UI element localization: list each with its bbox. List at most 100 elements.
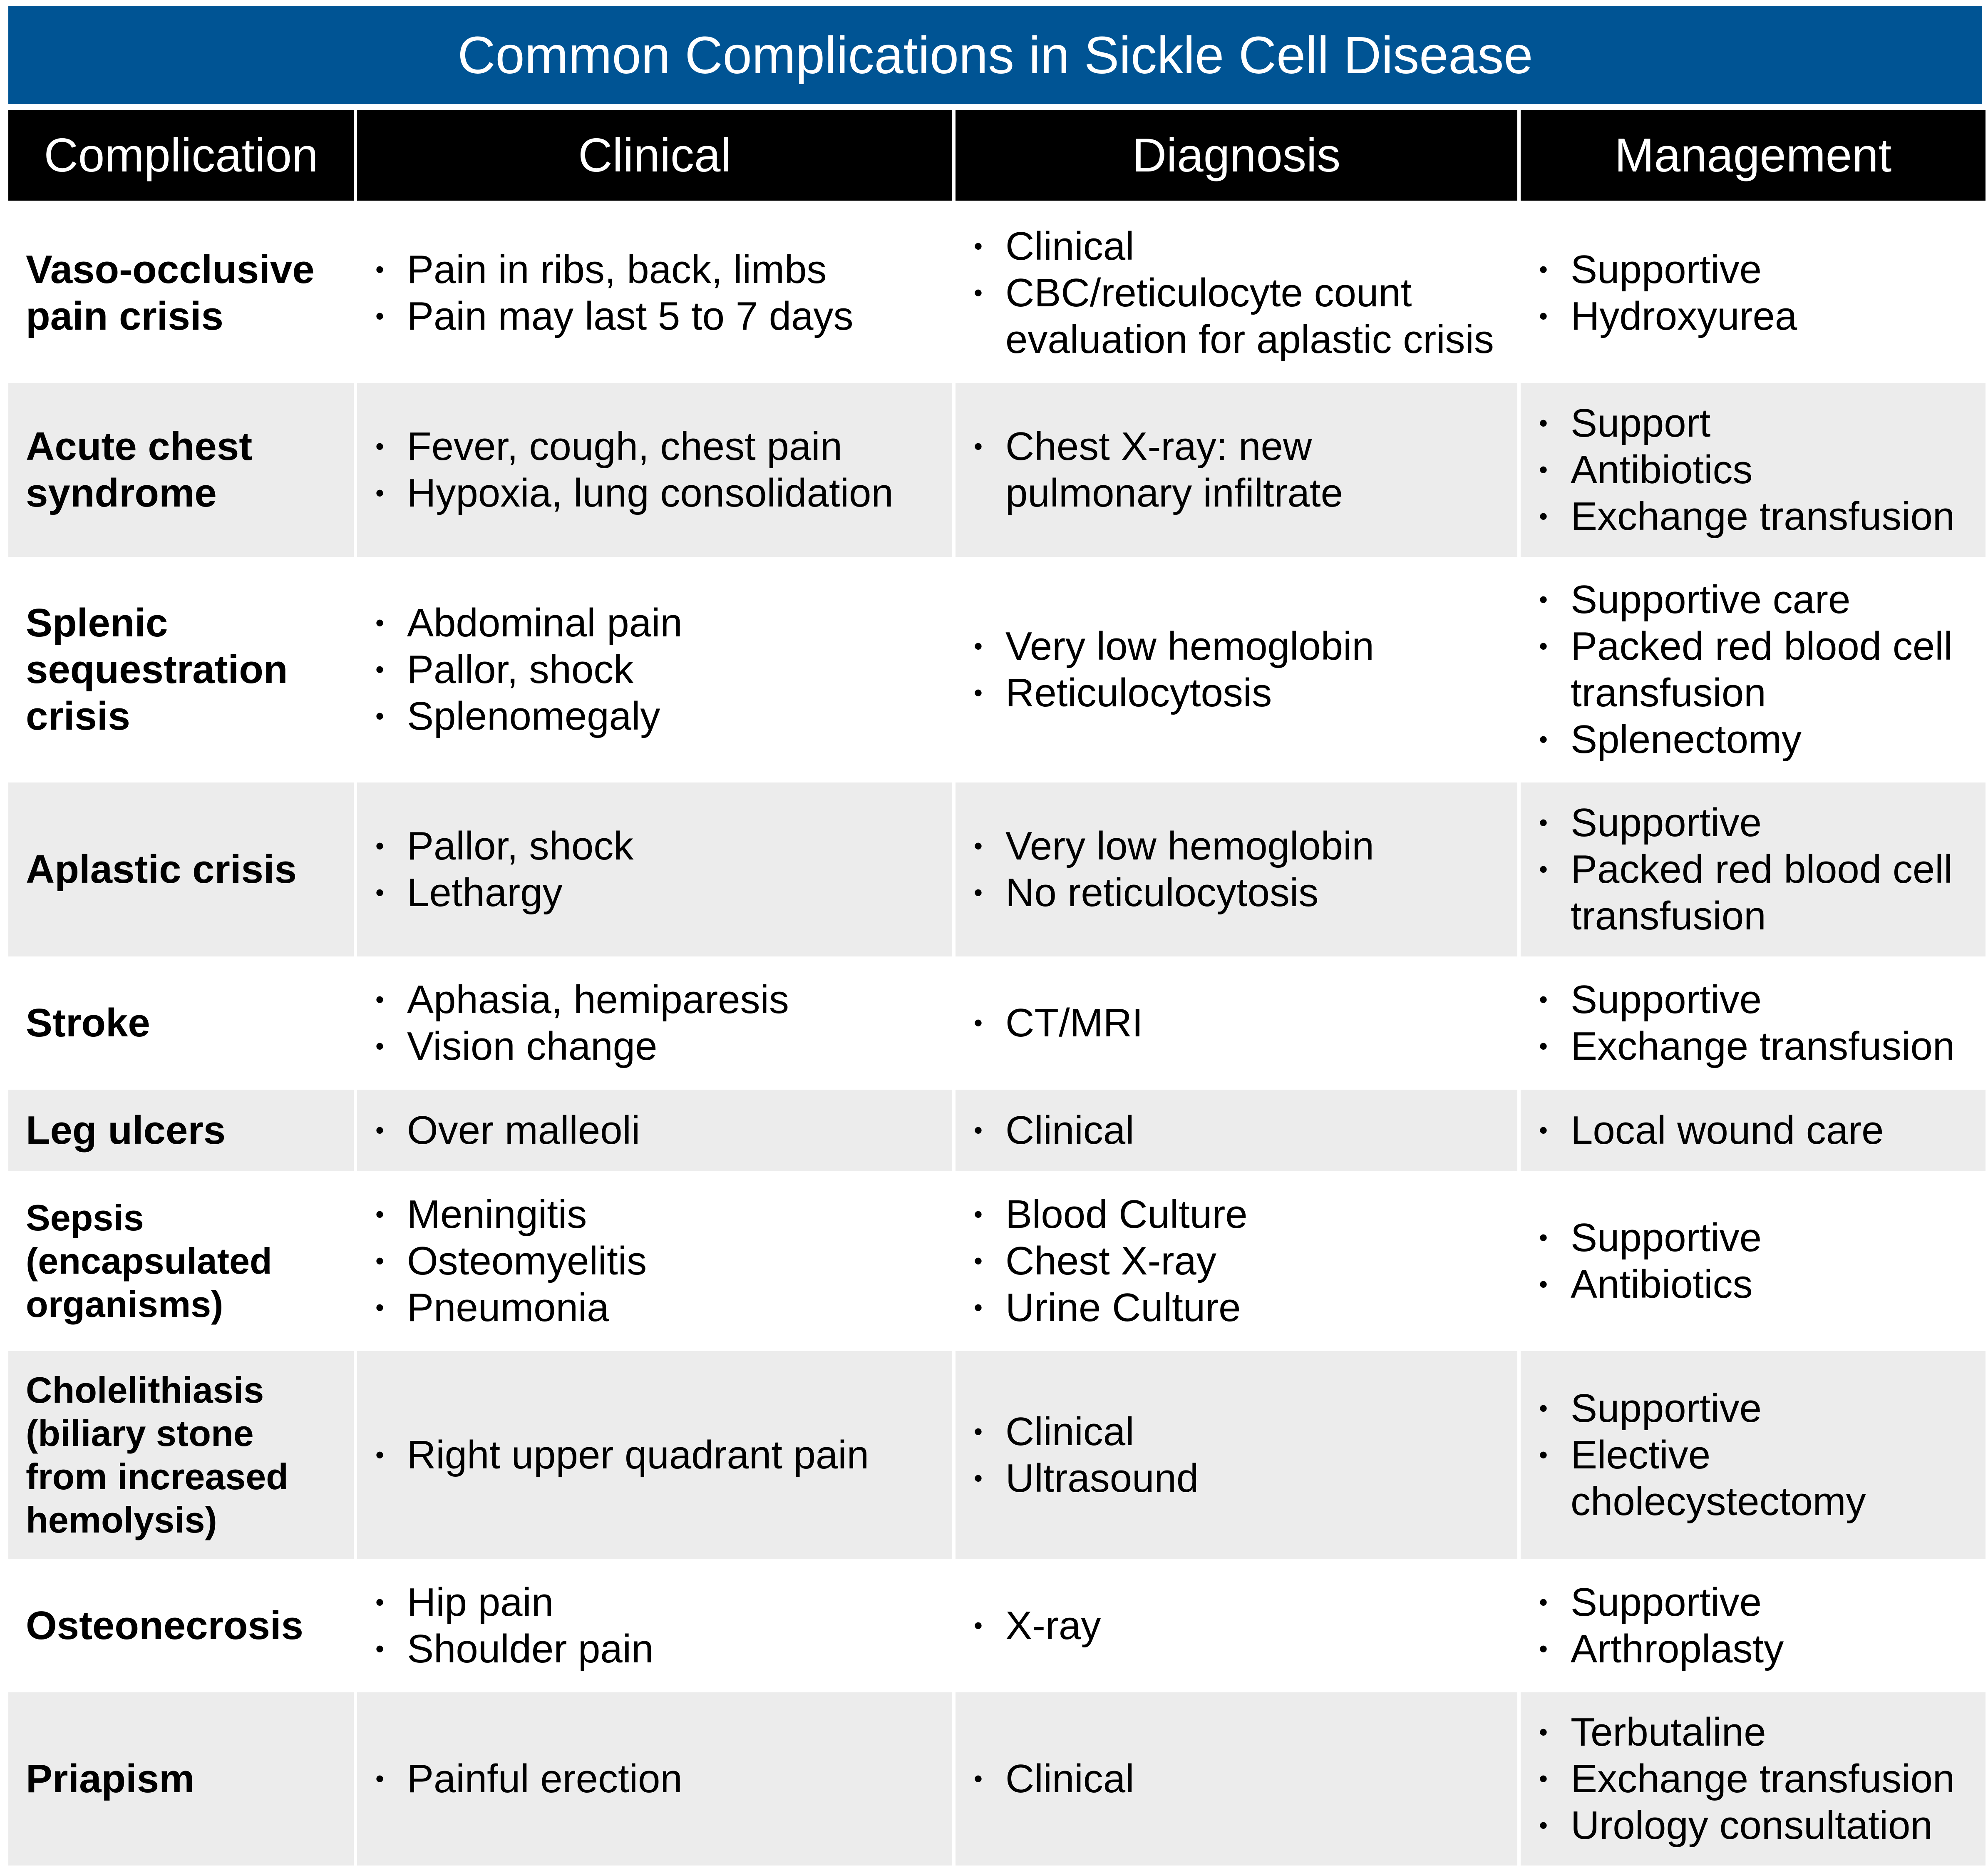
management-item-text: Support	[1571, 401, 1711, 445]
clinical-item-text: Pallor, shock	[407, 647, 634, 692]
list-item: • Supportive	[1539, 976, 1973, 1023]
management-item-text: Packed red blood cell transfusion	[1571, 624, 1953, 715]
list-item: • Very low hemoglobin	[974, 623, 1505, 670]
clinical-item-text: Pneumonia	[407, 1285, 609, 1330]
column-header-management: Management	[1521, 110, 1986, 201]
diagnosis-item-text: X-ray	[1005, 1603, 1101, 1648]
diagnosis-item-text: CT/MRI	[1005, 1001, 1143, 1045]
bullet-icon: •	[375, 479, 385, 507]
bullet-icon: •	[974, 1464, 983, 1492]
management-item-text: Supportive	[1571, 1215, 1762, 1260]
clinical-cell: • Pallor, shock • Lethargy	[357, 782, 952, 956]
list-item: • Supportive	[1539, 246, 1973, 293]
clinical-list: • Aphasia, hemiparesis • Vision change	[375, 976, 940, 1070]
clinical-list: • Painful erection	[375, 1756, 940, 1802]
clinical-list: • Pain in ribs, back, limbs • Pain may last…	[375, 246, 940, 340]
diagnosis-item-text: Urine Culture	[1005, 1285, 1241, 1330]
bullet-icon: •	[1539, 809, 1548, 837]
clinical-item-text: Abdominal pain	[407, 601, 683, 645]
bullet-icon: •	[375, 986, 385, 1013]
bullet-icon: •	[974, 1294, 983, 1322]
diagnosis-item-text: Very low hemoglobin	[1005, 824, 1374, 868]
list-item: • CT/MRI	[974, 1000, 1505, 1046]
table-body: Vaso-occlusive pain crisis • Pain in ribs,…	[8, 203, 1986, 1866]
list-item: • Meningitis	[375, 1191, 940, 1238]
management-item-text: Urology consultation	[1571, 1803, 1933, 1848]
table-row: Osteonecrosis • Hip pain • Shoulder pain • X-r…	[8, 1559, 1986, 1692]
clinical-cell: • Meningitis • Osteomyelitis • Pneumonia	[357, 1171, 952, 1351]
list-item: • Pneumonia	[375, 1284, 940, 1331]
list-item: • Local wound care	[1539, 1107, 1973, 1154]
column-header-diagnosis: Diagnosis	[956, 110, 1517, 201]
diagnosis-list: • Blood Culture • Chest X-ray • Urine Culture	[974, 1191, 1505, 1331]
bullet-icon: •	[1539, 1116, 1548, 1144]
diagnosis-cell: • Clinical	[956, 1090, 1517, 1171]
management-list: • Local wound care	[1539, 1107, 1973, 1154]
list-item: • Exchange transfusion	[1539, 493, 1973, 540]
management-item-text: Supportive	[1571, 1580, 1762, 1625]
management-cell: • Supportive • Exchange transfusion	[1521, 956, 1986, 1090]
diagnosis-cell: • Clinical	[956, 1692, 1517, 1866]
management-item-text: Antibiotics	[1571, 1262, 1753, 1307]
management-list: • Supportive • Antibiotics	[1539, 1215, 1973, 1308]
management-list: • Supportive • Exchange transfusion	[1539, 976, 1973, 1070]
clinical-item-text: Osteomyelitis	[407, 1239, 647, 1283]
diagnosis-cell: • CT/MRI	[956, 956, 1517, 1090]
diagnosis-list: • Clinical	[974, 1107, 1505, 1154]
bullet-icon: •	[1539, 855, 1548, 883]
management-list: • Terbutaline • Exchange transfusion • Urolog…	[1539, 1709, 1973, 1849]
clinical-list: • Pallor, shock • Lethargy	[375, 823, 940, 916]
list-item: • Hydroxyurea	[1539, 293, 1973, 340]
list-item: • Ultrasound	[974, 1455, 1505, 1502]
clinical-item-text: Pain may last 5 to 7 days	[407, 294, 854, 338]
list-item: • Painful erection	[375, 1756, 940, 1802]
management-list: • Support • Antibiotics • Exchange transfusio…	[1539, 400, 1973, 540]
bullet-icon: •	[1539, 302, 1548, 330]
bullet-icon: •	[375, 432, 385, 460]
clinical-item-text: Hypoxia, lung consolidation	[407, 471, 893, 515]
bullet-icon: •	[1539, 1224, 1548, 1252]
complication-cell: Acute chest syndrome	[8, 383, 354, 557]
management-item-text: Elective cholecystectomy	[1571, 1433, 1866, 1524]
list-item: • Pallor, shock	[375, 646, 940, 693]
clinical-list: • Over malleoli	[375, 1107, 940, 1154]
list-item: • Aphasia, hemiparesis	[375, 976, 940, 1023]
diagnosis-list: • Chest X-ray: new pulmonary infiltrate	[974, 423, 1505, 517]
list-item: • Clinical	[974, 1756, 1505, 1802]
bullet-icon: •	[1539, 1635, 1548, 1663]
clinical-list: • Meningitis • Osteomyelitis • Pneumonia	[375, 1191, 940, 1331]
bullet-icon: •	[974, 1200, 983, 1228]
list-item: • Clinical	[974, 1107, 1505, 1154]
complication-cell: Cholelithiasis (biliary stone from incre…	[8, 1351, 354, 1559]
clinical-item-text: Fever, cough, chest pain	[407, 424, 842, 469]
bullet-icon: •	[1539, 1441, 1548, 1469]
clinical-item-text: Splenomegaly	[407, 694, 660, 738]
bullet-icon: •	[974, 879, 983, 907]
management-cell: • Supportive • Arthroplasty	[1521, 1559, 1986, 1692]
table-row: Splenic sequestration crisis • Abdominal p…	[8, 557, 1986, 782]
diagnosis-item-text: Clinical	[1005, 1409, 1134, 1454]
list-item: • Vision change	[375, 1023, 940, 1070]
bullet-icon: •	[974, 832, 983, 860]
management-cell: • Terbutaline • Exchange transfusion • Urolog…	[1521, 1692, 1986, 1866]
bullet-icon: •	[974, 1247, 983, 1275]
complication-cell: Splenic sequestration crisis	[8, 557, 354, 782]
management-item-text: Supportive	[1571, 1386, 1762, 1431]
clinical-item-text: Hip pain	[407, 1580, 554, 1625]
table-row: Acute chest syndrome • Fever, cough, chest…	[8, 383, 1986, 557]
list-item: • Support	[1539, 400, 1973, 447]
table-row: Stroke • Aphasia, hemiparesis • Vision chang…	[8, 956, 1986, 1090]
bullet-icon: •	[375, 1032, 385, 1060]
management-item-text: Exchange transfusion	[1571, 494, 1955, 539]
management-item-text: Local wound care	[1571, 1108, 1884, 1153]
list-item: • Pain may last 5 to 7 days	[375, 293, 940, 340]
diagnosis-item-text: Blood Culture	[1005, 1192, 1248, 1237]
list-item: • Hip pain	[375, 1579, 940, 1626]
diagnosis-item-text: Clinical	[1005, 1108, 1134, 1153]
bullet-icon: •	[1539, 1811, 1548, 1839]
list-item: • Supportive	[1539, 1579, 1973, 1626]
clinical-list: • Hip pain • Shoulder pain	[375, 1579, 940, 1672]
complication-cell: Vaso-occlusive pain crisis	[8, 203, 354, 383]
management-cell: • Supportive care • Packed red blood cell t…	[1521, 557, 1986, 782]
management-list: • Supportive • Hydroxyurea	[1539, 246, 1973, 340]
